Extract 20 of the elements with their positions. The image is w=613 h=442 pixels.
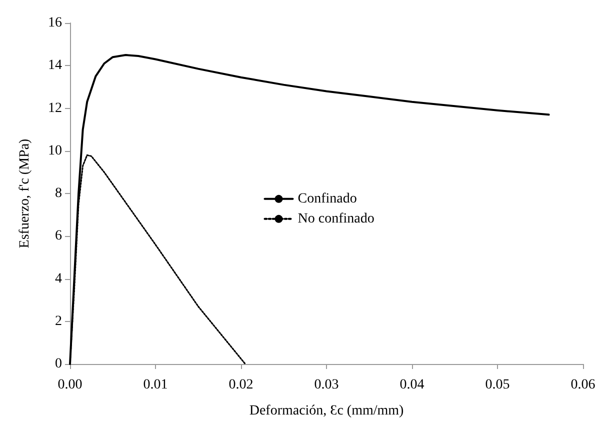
- x-tick-label: 0.04: [400, 378, 424, 392]
- y-tick-label: 4: [55, 271, 62, 286]
- x-axis-title: Deformación, Ɛc (mm/mm): [249, 404, 404, 418]
- x-tick-label: 0.06: [570, 378, 596, 392]
- y-tick-label: 10: [48, 143, 62, 158]
- x-tick-label: 0.05: [485, 378, 510, 392]
- y-tick-label: 16: [48, 16, 62, 30]
- x-tick-label: 0.00: [58, 378, 82, 392]
- y-tick-label: 2: [55, 314, 62, 329]
- x-tick-label: 0.01: [143, 378, 168, 392]
- x-tick-label: 0.02: [228, 378, 254, 392]
- legend-label: Confinado: [298, 191, 357, 206]
- x-tick-label: 0.03: [314, 378, 339, 392]
- y-tick-label: 6: [55, 228, 62, 244]
- y-axis-title: Esfuerzo, f'c (MPa): [18, 138, 32, 248]
- y-tick-label: 0: [55, 356, 62, 372]
- legend-label: No confinado: [298, 211, 374, 226]
- y-tick-label: 8: [55, 186, 62, 201]
- y-tick-label: 14: [48, 58, 62, 74]
- y-tick-label: 12: [48, 100, 62, 116]
